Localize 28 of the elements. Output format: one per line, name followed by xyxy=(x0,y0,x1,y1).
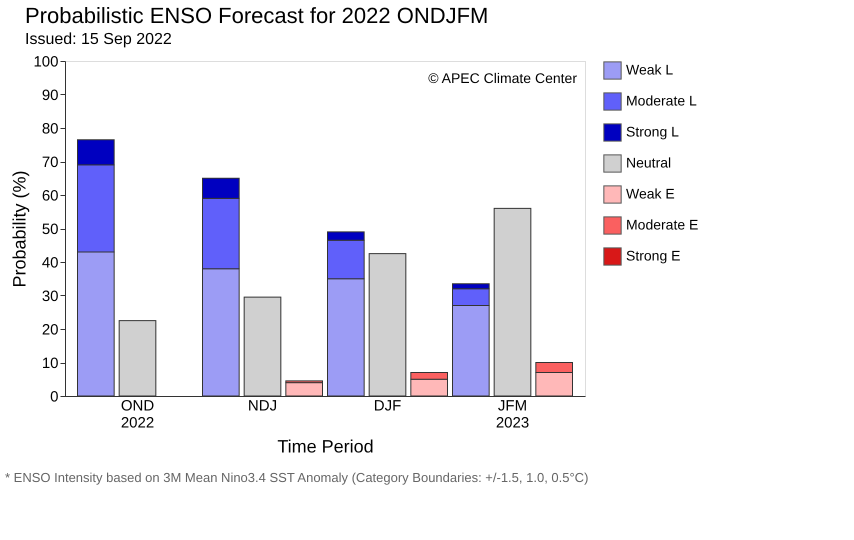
legend-label: Neutral xyxy=(626,154,672,170)
y-tick-label: 40 xyxy=(42,254,58,272)
legend-label: Strong E xyxy=(626,248,680,264)
y-tick-label: 0 xyxy=(50,388,58,406)
legend-label: Strong L xyxy=(626,124,680,140)
legend-label: Moderate E xyxy=(626,216,698,232)
x-tick-label: OND 2022 xyxy=(120,398,154,432)
legend-label: Moderate L xyxy=(626,92,698,108)
legend-label: Weak E xyxy=(626,186,675,202)
x-tick-label: DJF xyxy=(374,398,402,414)
text: * ENSO Intensity based on 3M Mean Nino3.4 SST Anomaly (Category Boundaries: +/-1.5, 1.0, 0.5°C) xyxy=(5,470,588,485)
y-tick-label: 10 xyxy=(42,355,58,372)
x-tick-label: NDJ xyxy=(248,398,278,414)
y-tick-label: 30 xyxy=(42,288,58,305)
y-tick-label: 100 xyxy=(33,54,58,70)
y-tick-label: 60 xyxy=(42,188,58,204)
chart-subtitle: Issued: 15 Sep 2022 xyxy=(25,31,172,48)
legend-label: Weak L xyxy=(626,62,674,78)
x-axis-title: Time Period xyxy=(277,436,374,456)
y-tick-label: 20 xyxy=(42,322,58,338)
x-tick-label: JFM 2023 xyxy=(496,398,530,432)
chart-title: Probabilistic ENSO Forecast for 2022 ONDJFM xyxy=(25,3,488,28)
y-tick-label: 70 xyxy=(42,154,58,171)
y-axis-title: Probability (%) xyxy=(9,170,30,288)
annotation: © APEC Climate Center xyxy=(428,70,578,86)
y-tick-label: 50 xyxy=(42,221,58,238)
y-tick-label: 90 xyxy=(42,87,58,104)
y-tick-label: 80 xyxy=(42,120,58,138)
